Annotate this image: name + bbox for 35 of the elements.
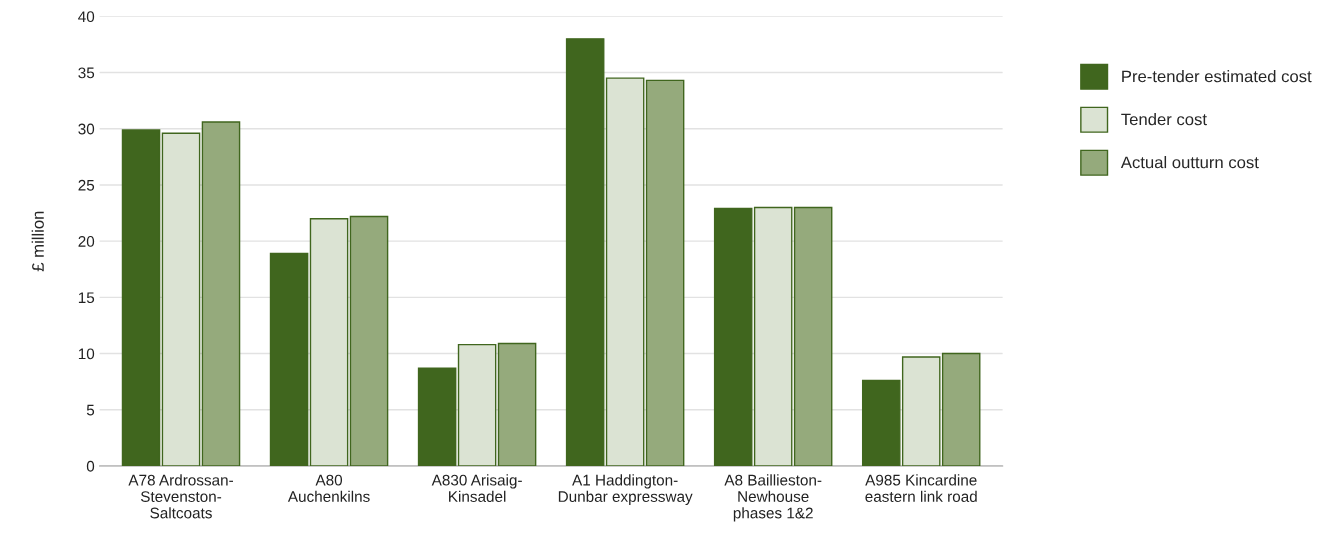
- x-tick-label: A985 Kincardine eastern link road: [865, 474, 977, 502]
- bar: [457, 343, 497, 466]
- bar: [349, 215, 389, 466]
- bar: [565, 38, 605, 466]
- x-tick-label: A78 Ardrossan- Stevenston- Saltcoats: [128, 474, 233, 519]
- y-tick-label: 35: [78, 67, 95, 79]
- y-tick-label: 0: [86, 460, 95, 472]
- bar: [269, 252, 309, 466]
- y-tick-label: 15: [78, 292, 95, 304]
- bar: [121, 129, 161, 466]
- x-tick-label: A1 Haddington- Dunbar expressway: [558, 474, 693, 506]
- y-tick-label: 20: [78, 236, 95, 247]
- x-tick-label: A80 Auchenkilns: [287, 474, 370, 502]
- y-tick-label: 5: [86, 404, 95, 416]
- bar: [201, 121, 241, 466]
- legend-label: Tender cost: [1121, 113, 1207, 126]
- bar: [417, 367, 457, 466]
- bar: [605, 77, 645, 466]
- bar: [497, 342, 537, 466]
- x-tick-label: A8 Baillieston- Newhouse phases 1&2: [724, 474, 822, 522]
- bar: [753, 206, 793, 466]
- x-tick-label: A830 Arisaig- Kinsadel: [431, 474, 522, 502]
- bar: [161, 132, 201, 466]
- y-tick-label: 30: [78, 123, 95, 135]
- bar: [713, 207, 753, 466]
- bar: [309, 217, 349, 466]
- bar: [645, 79, 685, 466]
- y-tick-label: 25: [78, 179, 95, 191]
- legend-label: Pre-tender estimated cost: [1122, 70, 1312, 83]
- bar: [941, 352, 981, 466]
- legend-label: Actual outturn cost: [1120, 156, 1259, 169]
- bar: [793, 206, 833, 466]
- y-tick-label: 10: [78, 348, 95, 360]
- y-axis-title: £ million: [31, 211, 44, 272]
- y-tick-label: 40: [78, 11, 95, 23]
